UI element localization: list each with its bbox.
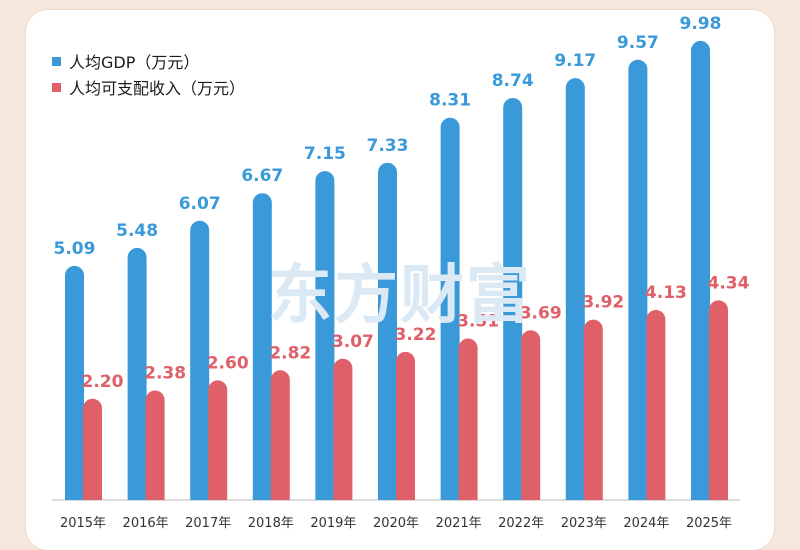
bar-income-8 bbox=[583, 319, 603, 500]
legend-swatch-income bbox=[52, 82, 61, 92]
value-label-gdp-0: 5.09 bbox=[54, 239, 96, 259]
bar-gdp-3 bbox=[252, 193, 272, 500]
value-label-gdp-3: 6.67 bbox=[241, 166, 283, 186]
x-tick-label-7: 2022年 bbox=[498, 516, 544, 531]
x-tick-label-1: 2016年 bbox=[123, 516, 169, 531]
value-label-gdp-1: 5.48 bbox=[116, 221, 158, 241]
bar-gdp-5 bbox=[378, 162, 397, 500]
value-label-income-1: 2.38 bbox=[144, 364, 186, 384]
bar-gdp-8 bbox=[565, 78, 585, 501]
legend-item-income: 人均可支配收入（万元） bbox=[52, 74, 245, 100]
value-label-gdp-5: 7.33 bbox=[367, 136, 409, 156]
bar-income-1 bbox=[145, 390, 165, 500]
bar-gdp-6 bbox=[440, 117, 460, 501]
value-label-gdp-7: 8.74 bbox=[492, 71, 534, 91]
bar-income-6 bbox=[458, 338, 478, 500]
x-tick-label-4: 2019年 bbox=[310, 516, 356, 531]
bar-income-2 bbox=[208, 380, 228, 500]
legend: 人均GDP（万元） 人均可支配收入（万元） bbox=[52, 48, 245, 100]
bar-income-10 bbox=[709, 300, 728, 500]
legend-item-gdp: 人均GDP（万元） bbox=[52, 48, 245, 74]
bar-gdp-1 bbox=[127, 247, 147, 500]
value-label-income-0: 2.20 bbox=[82, 372, 124, 392]
value-label-gdp-8: 9.17 bbox=[554, 51, 596, 71]
value-label-income-4: 3.07 bbox=[332, 332, 374, 352]
x-tick-label-9: 2024年 bbox=[623, 516, 669, 531]
x-tick-label-6: 2021年 bbox=[436, 516, 482, 531]
value-label-income-3: 2.82 bbox=[269, 343, 311, 363]
legend-label-income: 人均可支配收入（万元） bbox=[69, 79, 246, 98]
legend-label-gdp: 人均GDP（万元） bbox=[69, 53, 200, 72]
bar-gdp-7 bbox=[503, 97, 523, 501]
bar-income-9 bbox=[646, 310, 666, 500]
bar-income-0 bbox=[83, 398, 102, 500]
value-label-gdp-9: 9.57 bbox=[617, 33, 659, 53]
value-label-income-8: 3.92 bbox=[582, 293, 624, 313]
bar-gdp-9 bbox=[628, 59, 648, 500]
bar-income-5 bbox=[396, 351, 415, 500]
x-tick-label-8: 2023年 bbox=[561, 516, 607, 531]
value-label-income-7: 3.69 bbox=[520, 303, 562, 323]
value-label-income-10: 4.34 bbox=[708, 273, 750, 293]
value-label-gdp-2: 6.07 bbox=[179, 194, 221, 214]
bar-income-7 bbox=[521, 330, 541, 500]
x-tick-label-5: 2020年 bbox=[373, 516, 419, 531]
value-label-gdp-10: 9.98 bbox=[680, 14, 722, 34]
bar-gdp-2 bbox=[190, 220, 210, 500]
watermark: 东方财富 bbox=[268, 259, 532, 333]
bar-gdp-0 bbox=[65, 265, 84, 500]
value-label-gdp-6: 8.31 bbox=[429, 91, 471, 111]
bar-income-4 bbox=[333, 358, 353, 500]
bar-income-3 bbox=[270, 370, 290, 500]
value-label-income-2: 2.60 bbox=[207, 353, 249, 373]
bar-gdp-4 bbox=[315, 171, 335, 500]
x-tick-label-2: 2017年 bbox=[185, 516, 231, 531]
x-tick-label-10: 2025年 bbox=[686, 516, 732, 531]
bar-chart: 5.09 2.20 2015年 5.48 2.38 2016年 6.07 2.60 2017年 6… bbox=[52, 14, 750, 531]
value-label-income-6: 3.51 bbox=[457, 312, 499, 332]
x-tick-label-0: 2015年 bbox=[60, 516, 106, 531]
value-label-gdp-4: 7.15 bbox=[304, 144, 346, 164]
bar-gdp-10 bbox=[691, 40, 710, 501]
x-tick-label-3: 2018年 bbox=[248, 516, 294, 531]
legend-swatch-gdp bbox=[52, 56, 61, 66]
value-label-income-9: 4.13 bbox=[645, 283, 687, 303]
value-label-income-5: 3.22 bbox=[395, 325, 437, 345]
